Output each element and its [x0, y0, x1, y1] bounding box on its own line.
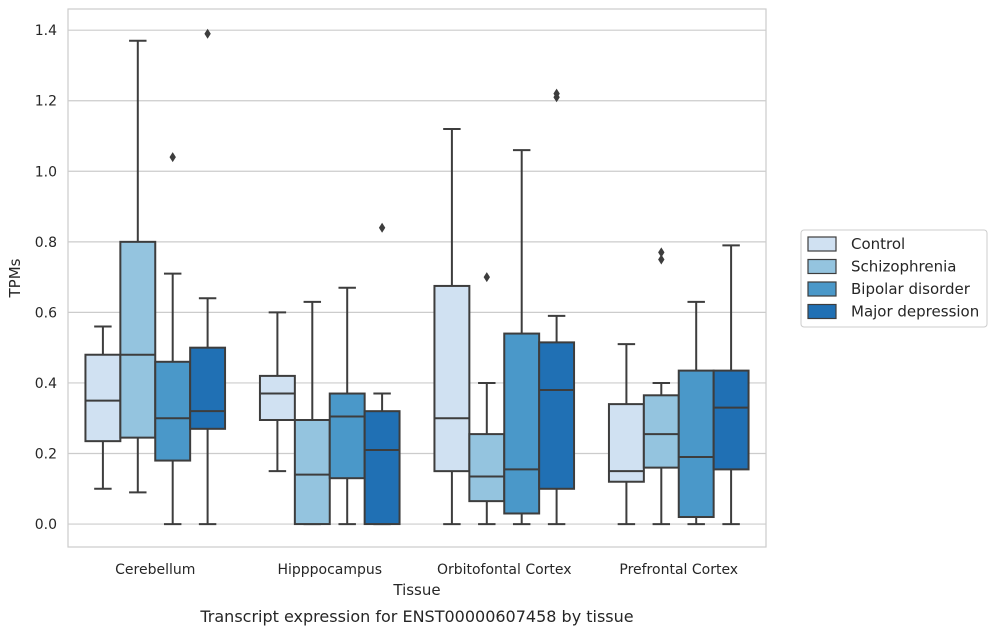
legend-label: Bipolar disorder [851, 280, 971, 298]
y-tick-label: 0.2 [35, 447, 57, 463]
y-tick-label: 1.0 [35, 164, 57, 180]
box-group [503, 149, 541, 526]
legend-label: Schizophrenia [851, 258, 956, 276]
box-group [84, 325, 122, 490]
x-tick-label: Hipppocampus [277, 562, 382, 578]
x-tick-label: Cerebellum [115, 562, 195, 578]
x-axis-label: Tissue [392, 581, 440, 599]
legend-label: Major depression [851, 303, 979, 321]
box [712, 369, 750, 471]
box [503, 332, 541, 515]
legend-swatch [807, 236, 837, 252]
box-group [642, 247, 680, 526]
outlier-point [553, 88, 560, 99]
y-tick-label: 0.0 [35, 517, 57, 533]
y-axis-label: TPMs [6, 258, 24, 298]
box-group [607, 343, 645, 526]
boxes [84, 28, 750, 526]
y-tick-label: 0.4 [35, 376, 57, 392]
legend-swatch [807, 258, 837, 275]
box [538, 341, 576, 490]
legend-swatch [807, 281, 837, 297]
box-group [433, 127, 471, 526]
x-tick-label: Orbitofontal Cortex [437, 562, 572, 578]
box-group [119, 39, 157, 494]
legend-swatch [807, 303, 837, 320]
box-group [328, 286, 366, 526]
legend-frame [800, 229, 988, 328]
box [189, 346, 227, 430]
box [84, 353, 122, 443]
box [433, 284, 471, 473]
legend: Control Schizophrenia Bipolar disorder Majo… [800, 229, 988, 328]
y-tick-label: 1.4 [35, 23, 57, 39]
box [607, 403, 645, 483]
y-tick-label: 0.8 [35, 235, 57, 251]
outlier-point [483, 272, 490, 283]
outlier-point [658, 247, 665, 258]
plot-area-frame [67, 8, 767, 548]
box [677, 369, 715, 519]
box [363, 410, 401, 526]
box-group [363, 222, 401, 526]
y-axis-ticks: 0.0 0.2 0.4 0.6 0.8 1.0 1.2 1.4 [35, 23, 57, 533]
outlier-point [169, 152, 176, 163]
box-group [538, 88, 576, 526]
box-group [293, 300, 331, 526]
box [328, 392, 366, 480]
box-group [468, 272, 506, 526]
box [642, 394, 680, 469]
y-tick-label: 0.6 [35, 305, 57, 321]
box-group [154, 152, 192, 526]
box-group [677, 300, 715, 526]
box [119, 240, 157, 439]
x-axis-ticks: Cerebellum Hipppocampus Orbitofontal Corte… [115, 562, 738, 578]
outlier-point [204, 28, 211, 39]
box [258, 374, 296, 421]
box [293, 418, 331, 526]
box [468, 433, 506, 503]
legend-label: Control [851, 235, 905, 253]
y-tick-label: 1.2 [35, 94, 57, 110]
x-tick-label: Prefrontal Cortex [619, 562, 738, 578]
box-group [189, 28, 227, 526]
box-group [258, 311, 296, 473]
box [154, 360, 192, 462]
chart-caption: Transcript expression for ENST0000060745… [199, 607, 633, 626]
outlier-point [378, 222, 386, 233]
box-group [712, 244, 750, 526]
outlier-point [658, 254, 665, 265]
